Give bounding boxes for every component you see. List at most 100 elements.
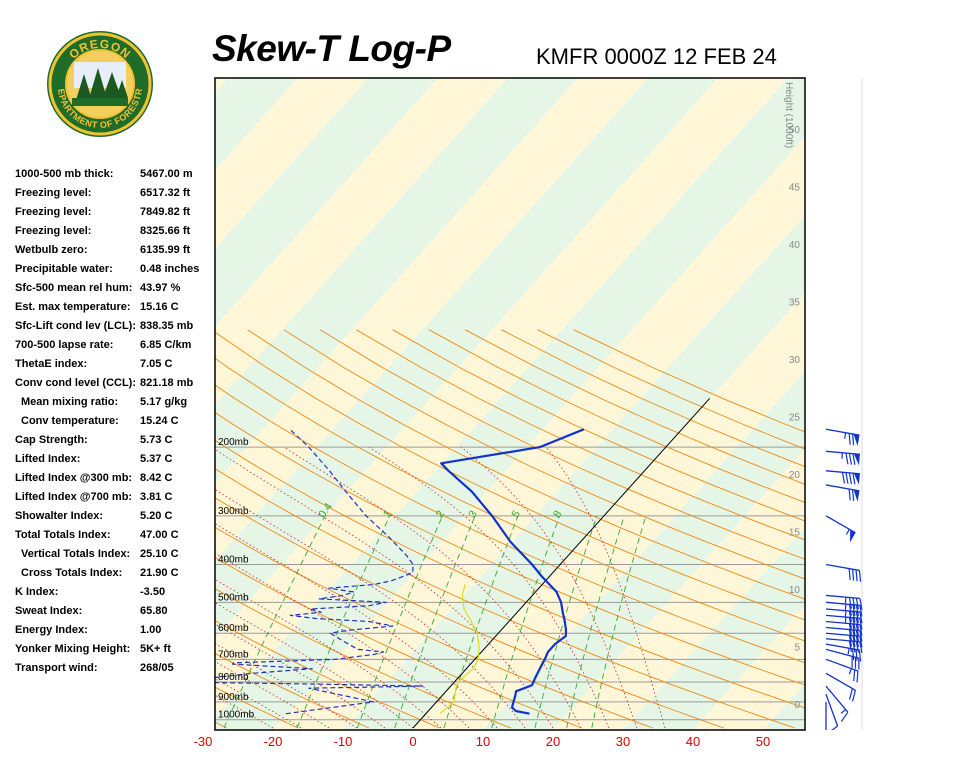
moist-adiabat: [215, 523, 498, 729]
wind-barb-half-flag: [848, 668, 852, 675]
mixing-ratio-line: [356, 515, 443, 729]
moist-adiabat: [215, 602, 414, 729]
wind-barb-flag: [848, 568, 851, 581]
index-row: Transport wind: 268/05: [15, 662, 215, 681]
index-row: Conv cond level (CCL): 821.18 mb: [15, 377, 215, 396]
oregon-forestry-logo: OREGON DEPARTMENT OF FORESTRY: [46, 30, 153, 137]
index-value: 8.42 C: [140, 472, 173, 484]
wind-barb: [825, 608, 863, 624]
moist-adiabat: [545, 446, 666, 729]
index-row: Est. max temperature: 15.16 C: [15, 301, 215, 320]
wind-barb-flag: [859, 611, 863, 624]
isobar-label: 300mb: [218, 506, 249, 517]
wetbulb-trace: [439, 584, 480, 715]
wind-barb-half-flag: [844, 597, 847, 604]
height-tick-label: 35: [789, 298, 801, 309]
height-tick-label: 0: [794, 700, 800, 711]
wind-barb: [825, 428, 860, 447]
index-label: ThetaE index:: [15, 358, 88, 370]
index-row: Sfc-Lift cond lev (LCL): 838.35 mb: [15, 320, 215, 339]
dry-adiabat: [428, 329, 805, 503]
wind-barb-flag: [851, 433, 855, 446]
height-tick-label: 30: [789, 355, 801, 366]
wind-barb-flag: [848, 688, 853, 700]
wind-barb-flag: [848, 453, 853, 465]
wind-barb-staff: [825, 638, 860, 643]
index-label: Mean mixing ratio:: [21, 396, 119, 408]
index-row: Showalter Index: 5.20 C: [15, 510, 215, 529]
height-tick-label: 5: [794, 643, 800, 654]
isotherm-band: [0, 78, 158, 730]
wind-barb-flag: [859, 624, 863, 636]
x-tick-label: 30: [616, 734, 630, 749]
wind-barb-flag: [853, 669, 856, 682]
index-value: 47.00 C: [140, 529, 179, 541]
wind-barb-flag: [859, 618, 863, 630]
index-row: Lifted Index @300 mb: 8.42 C: [15, 472, 215, 491]
wind-barb-staff: [825, 626, 860, 632]
wind-barb-pennant: [853, 434, 860, 447]
height-tick-label: 20: [789, 470, 801, 481]
wind-barb-flag: [851, 648, 855, 661]
wind-barb-flag: [852, 473, 856, 485]
wind-barb: [825, 484, 860, 502]
height-tick-label: 45: [789, 183, 801, 194]
index-label: 1000-500 mb thick:: [15, 168, 114, 180]
mixing-ratio-line: [223, 515, 326, 729]
index-value: 7.05 C: [140, 358, 173, 370]
dry-adiabat: [215, 620, 441, 729]
isobar-label: 400mb: [218, 555, 249, 566]
wind-barb-pennant: [849, 529, 856, 543]
isobar-label: 800mb: [218, 672, 249, 683]
x-tick-label: -30: [194, 734, 213, 749]
index-value: 8325.66 ft: [140, 225, 191, 237]
wind-barb-flag: [840, 711, 849, 722]
index-row: Cap Strength: 5.73 C: [15, 434, 215, 453]
wind-barb: [825, 601, 863, 617]
x-tick-label: 50: [756, 734, 770, 749]
plot-frame: [214, 77, 806, 731]
index-row: Precipitable water: 0.48 inches: [15, 263, 215, 282]
mixing-ratio-label: 2: [434, 508, 447, 520]
dry-adiabat: [392, 329, 805, 522]
index-row: Mean mixing ratio: 5.17 g/kg: [15, 396, 215, 415]
index-label: Est. max temperature:: [15, 301, 131, 313]
mixing-ratio-line: [534, 515, 598, 729]
index-label: Total Totals Index:: [15, 529, 111, 541]
isobar-label: 200mb: [218, 437, 249, 448]
wind-barb-flag: [848, 597, 853, 609]
index-value: 3.81 C: [140, 491, 173, 503]
wind-barb-half-flag: [844, 604, 847, 611]
dry-adiabat: [247, 329, 805, 600]
wind-barb-staff: [825, 620, 860, 626]
dry-adiabat: [215, 557, 582, 729]
wind-barb-staff: [825, 601, 860, 606]
index-label: Cap Strength:: [15, 434, 88, 446]
index-row: 700-500 lapse rate: 6.85 C/km: [15, 339, 215, 358]
index-label: Sfc-Lift cond lev (LCL):: [15, 320, 136, 332]
dry-adiabat: [215, 411, 805, 686]
index-value: 6.85 C/km: [140, 339, 192, 351]
index-value: 268/05: [140, 662, 174, 674]
dry-adiabat: [0, 330, 156, 728]
mixing-ratio-label: 3: [467, 508, 480, 520]
index-label: Freezing level:: [15, 225, 92, 237]
height-tick-label: 25: [789, 413, 801, 424]
isotherm-band: [763, 683, 805, 730]
index-value: 5K+ ft: [140, 643, 171, 655]
index-value: 25.10 C: [140, 548, 179, 560]
wind-barb-flag: [848, 488, 851, 501]
isotherm-band: [273, 137, 805, 730]
index-label: Freezing level:: [15, 187, 92, 199]
dry-adiabat: [215, 357, 805, 642]
index-row: Wetbulb zero: 6135.99 ft: [15, 244, 215, 263]
wind-barb-staff: [825, 608, 860, 613]
wind-barb: [825, 563, 862, 582]
wind-barb-flag: [852, 641, 856, 653]
wind-barb: [825, 701, 827, 730]
wind-barb-half-flag: [840, 709, 846, 714]
wind-barb-flag: [852, 611, 856, 623]
index-row: Lifted Index @700 mb: 3.81 C: [15, 491, 215, 510]
index-value: 5.20 C: [140, 510, 173, 522]
wind-barb: [825, 658, 859, 683]
